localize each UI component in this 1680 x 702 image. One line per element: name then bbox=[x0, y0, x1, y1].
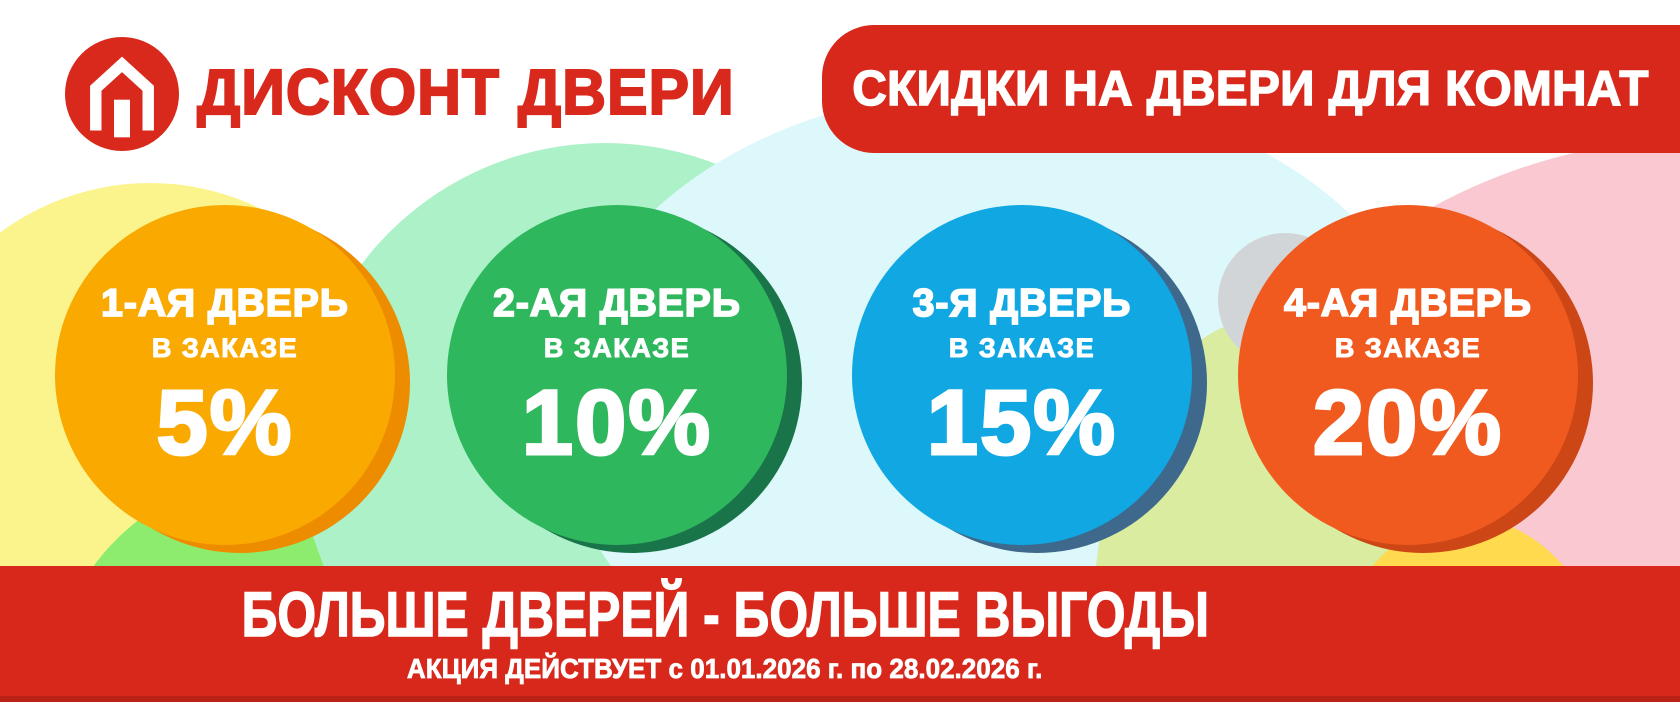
offer-card-2: 2-АЯ ДВЕРЬ В ЗАКАЗЕ 10% bbox=[447, 205, 802, 553]
offer-circle: 3-Я ДВЕРЬ В ЗАКАЗЕ 15% bbox=[852, 205, 1192, 545]
offer-discount: 20% bbox=[1311, 372, 1504, 475]
offer-title: 3-Я ДВЕРЬ bbox=[912, 281, 1132, 326]
footer-bottom-edge bbox=[0, 696, 1680, 702]
footer-bar: БОЛЬШЕ ДВЕРЕЙ - БОЛЬШЕ ВЫГОДЫ АКЦИЯ ДЕЙС… bbox=[0, 566, 1680, 702]
brand-logo bbox=[65, 37, 179, 151]
offer-card-4: 4-АЯ ДВЕРЬ В ЗАКАЗЕ 20% bbox=[1238, 205, 1593, 553]
header-banner-text: СКИДКИ НА ДВЕРИ ДЛЯ КОМНАТ bbox=[852, 61, 1650, 117]
footer-slogan: БОЛЬШЕ ДВЕРЕЙ - БОЛЬШЕ ВЫГОДЫ bbox=[241, 580, 1210, 651]
footer-text-block: БОЛЬШЕ ДВЕРЕЙ - БОЛЬШЕ ВЫГОДЫ АКЦИЯ ДЕЙС… bbox=[113, 580, 1338, 684]
brand-name: ДИСКОНТ ДВЕРИ bbox=[196, 55, 735, 129]
offer-title: 1-АЯ ДВЕРЬ bbox=[100, 281, 349, 326]
offer-circle: 4-АЯ ДВЕРЬ В ЗАКАЗЕ 20% bbox=[1238, 205, 1578, 545]
offer-card-3: 3-Я ДВЕРЬ В ЗАКАЗЕ 15% bbox=[852, 205, 1207, 553]
offer-subtitle: В ЗАКАЗЕ bbox=[543, 333, 691, 364]
offer-circle: 2-АЯ ДВЕРЬ В ЗАКАЗЕ 10% bbox=[447, 205, 787, 545]
offer-discount: 5% bbox=[155, 372, 294, 475]
house-door-icon bbox=[65, 37, 179, 151]
offer-title: 2-АЯ ДВЕРЬ bbox=[492, 281, 741, 326]
offer-card-1: 1-АЯ ДВЕРЬ В ЗАКАЗЕ 5% bbox=[55, 205, 410, 553]
offer-discount: 10% bbox=[520, 372, 713, 475]
offer-subtitle: В ЗАКАЗЕ bbox=[151, 333, 299, 364]
offer-circle: 1-АЯ ДВЕРЬ В ЗАКАЗЕ 5% bbox=[55, 205, 395, 545]
offer-subtitle: В ЗАКАЗЕ bbox=[948, 333, 1096, 364]
footer-promo-period: АКЦИЯ ДЕЙСТВУЕТ с 01.01.2026 г. по 28.02… bbox=[407, 652, 1043, 684]
offer-title: 4-АЯ ДВЕРЬ bbox=[1283, 281, 1532, 326]
offer-subtitle: В ЗАКАЗЕ bbox=[1334, 333, 1482, 364]
header-banner: СКИДКИ НА ДВЕРИ ДЛЯ КОМНАТ bbox=[822, 25, 1680, 153]
offer-discount: 15% bbox=[925, 372, 1118, 475]
